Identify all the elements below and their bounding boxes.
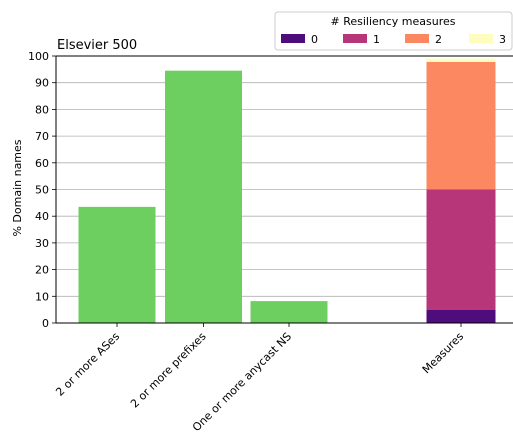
bar (250, 301, 328, 323)
y-tick-label: 20 (35, 264, 49, 277)
legend: # Resiliency measures 0 1 2 3 (274, 11, 513, 51)
y-tick-label: 70 (35, 130, 49, 143)
legend-swatch (343, 34, 367, 43)
bar (165, 70, 242, 323)
y-tick-label: 40 (35, 210, 49, 223)
legend-swatch (405, 34, 429, 43)
y-axis-label: % Domain names (11, 139, 24, 236)
y-ticks: 0 10 20 30 40 50 60 70 80 90 100 (28, 50, 56, 330)
stacked-segment (426, 309, 496, 323)
legend-swatch (281, 34, 305, 43)
y-tick-label: 10 (35, 290, 49, 303)
legend-label: 3 (499, 33, 506, 46)
y-tick-label: 50 (35, 184, 49, 197)
stacked-segment (426, 58, 496, 62)
y-tick-label: 60 (35, 157, 49, 170)
bars (78, 58, 496, 323)
legend-entries: 0 1 2 3 (281, 33, 506, 46)
y-tick-label: 30 (35, 237, 49, 250)
x-tick-label: 2 or more prefixes (128, 330, 209, 411)
legend-label: 2 (435, 33, 442, 46)
legend-swatch (469, 34, 493, 43)
y-tick-label: 80 (35, 103, 49, 116)
legend-label: 0 (311, 33, 318, 46)
legend-frame (274, 11, 513, 51)
bar (78, 206, 156, 323)
y-tick-label: 90 (35, 77, 49, 90)
x-tick-label: 2 or more ASes (53, 330, 122, 399)
chart-title: Elsevier 500 (57, 38, 137, 53)
legend-label: 1 (373, 33, 380, 46)
y-tick-label: 0 (42, 317, 49, 330)
x-tick-label: Measures (420, 330, 466, 376)
x-tick-label: One or more anycast NS (190, 330, 294, 434)
stacked-segment (426, 61, 496, 190)
stacked-segment (426, 189, 496, 310)
legend-title: # Resiliency measures (330, 15, 455, 28)
y-tick-label: 100 (28, 50, 49, 63)
